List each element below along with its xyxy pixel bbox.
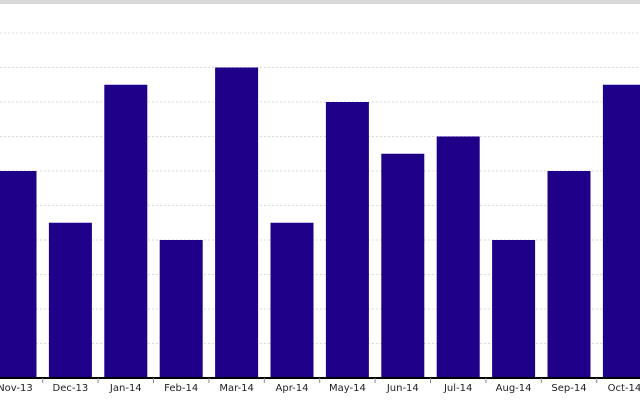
bar-aug-14 xyxy=(492,240,536,378)
top-border xyxy=(0,0,640,4)
x-tick-label: Jun-14 xyxy=(386,383,419,394)
x-tick-label: Jul-14 xyxy=(443,383,472,394)
x-tick-label: Apr-14 xyxy=(276,383,309,394)
bar-jan-14 xyxy=(104,84,148,378)
bar-may-14 xyxy=(325,102,369,378)
bar-oct-14 xyxy=(602,84,640,378)
x-tick-label: May-14 xyxy=(329,383,366,394)
bar-dec-13 xyxy=(48,222,92,378)
x-axis-ticks: Nov-13 Dec-13 Jan-14 Feb-14 Mar-14 Apr-14 May-… xyxy=(0,378,640,394)
x-tick-label: Mar-14 xyxy=(219,383,254,394)
bar-apr-14 xyxy=(270,222,314,378)
x-tick-label: Sep-14 xyxy=(551,383,586,394)
x-tick-label: Oct-14 xyxy=(608,383,640,394)
x-tick-label: Nov-13 xyxy=(0,383,33,394)
bar-sep-14 xyxy=(547,171,591,378)
bar-feb-14 xyxy=(159,240,203,378)
bar-nov-13 xyxy=(0,171,37,378)
x-tick-label: Jan-14 xyxy=(109,383,142,394)
bar-mar-14 xyxy=(215,67,259,378)
bar-jun-14 xyxy=(381,153,425,378)
x-tick-label: Dec-13 xyxy=(53,383,89,394)
x-tick-label: Feb-14 xyxy=(164,383,198,394)
gridlines xyxy=(0,32,640,344)
x-tick-label: Aug-14 xyxy=(496,383,532,394)
bar-jul-14 xyxy=(436,136,480,378)
bars xyxy=(0,67,640,378)
